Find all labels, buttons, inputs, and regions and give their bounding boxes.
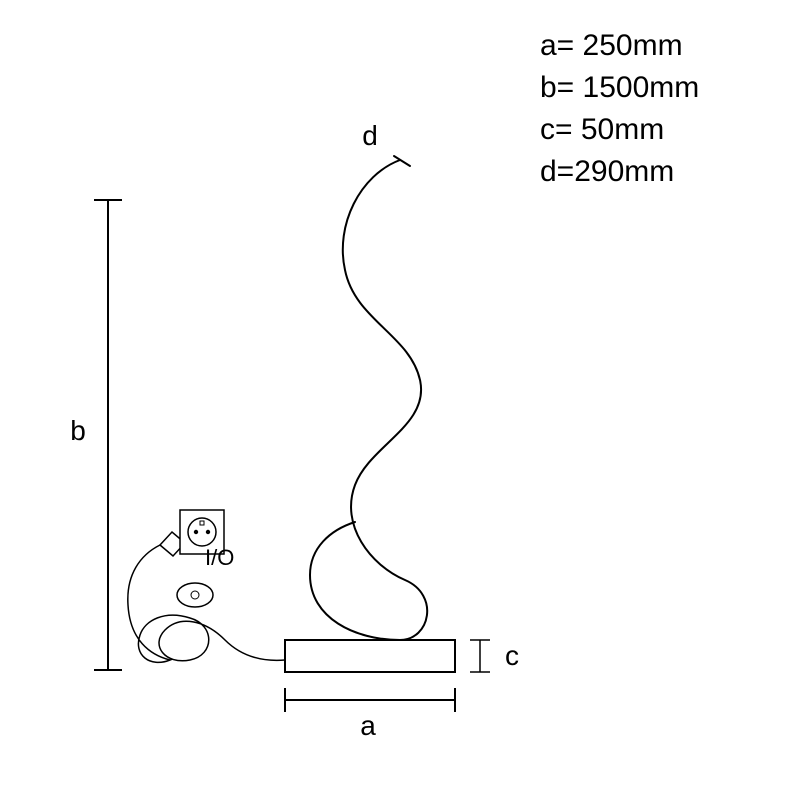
lamp-base xyxy=(285,640,455,672)
label-d: d xyxy=(362,120,378,151)
legend-line: c= 50mm xyxy=(540,113,664,146)
label-b: b xyxy=(70,415,86,446)
label-a: a xyxy=(360,710,376,741)
lamp-spiral xyxy=(310,160,427,640)
legend-line: b= 1500mm xyxy=(540,71,699,104)
outlet-hole xyxy=(206,530,210,534)
legend-line: d=290mm xyxy=(540,155,674,188)
foot-switch xyxy=(177,583,213,607)
label-io: I/O xyxy=(205,545,234,570)
label-c: c xyxy=(505,640,519,671)
legend-line: a= 250mm xyxy=(540,29,683,62)
outlet-hole xyxy=(194,530,198,534)
